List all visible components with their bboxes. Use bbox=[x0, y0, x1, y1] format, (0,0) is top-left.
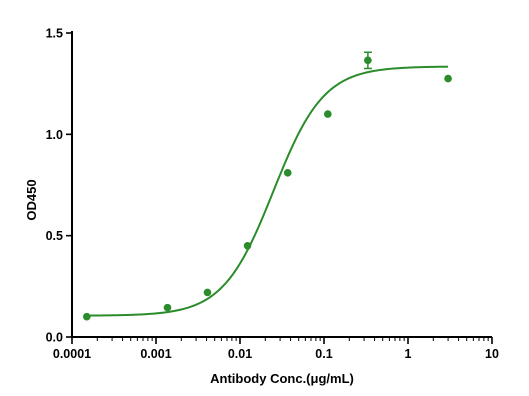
data-point bbox=[444, 74, 452, 83]
fit-curve bbox=[86, 65, 449, 317]
x-tick-label: 0.001 bbox=[140, 347, 171, 361]
data-point bbox=[82, 312, 91, 321]
y-tick-label: 1.0 bbox=[46, 128, 63, 142]
data-point bbox=[163, 303, 172, 312]
data-point bbox=[364, 56, 372, 65]
y-tick-label: 1.5 bbox=[46, 27, 63, 41]
y-tick-label: 0.5 bbox=[46, 229, 63, 243]
data-point bbox=[283, 169, 292, 177]
x-tick-label: 0.0001 bbox=[53, 347, 91, 361]
plot-area bbox=[82, 51, 452, 321]
x-tick-label: 10 bbox=[485, 347, 499, 361]
axes: 0.0 0.5 1.0 1.5 0.0001 0.001 0.01 0.1 1 10 bbox=[46, 27, 499, 362]
x-tick-label: 1 bbox=[405, 347, 412, 361]
data-point bbox=[203, 288, 212, 297]
data-point bbox=[243, 242, 252, 250]
y-tick-label: 0.0 bbox=[46, 331, 63, 345]
x-tick-label: 0.01 bbox=[228, 347, 252, 361]
y-axis-title: OD450 bbox=[24, 179, 39, 220]
x-axis-title: Antibody Conc.(μg/mL) bbox=[210, 371, 354, 386]
data-point bbox=[324, 110, 332, 118]
x-tick-label: 0.1 bbox=[315, 347, 332, 361]
